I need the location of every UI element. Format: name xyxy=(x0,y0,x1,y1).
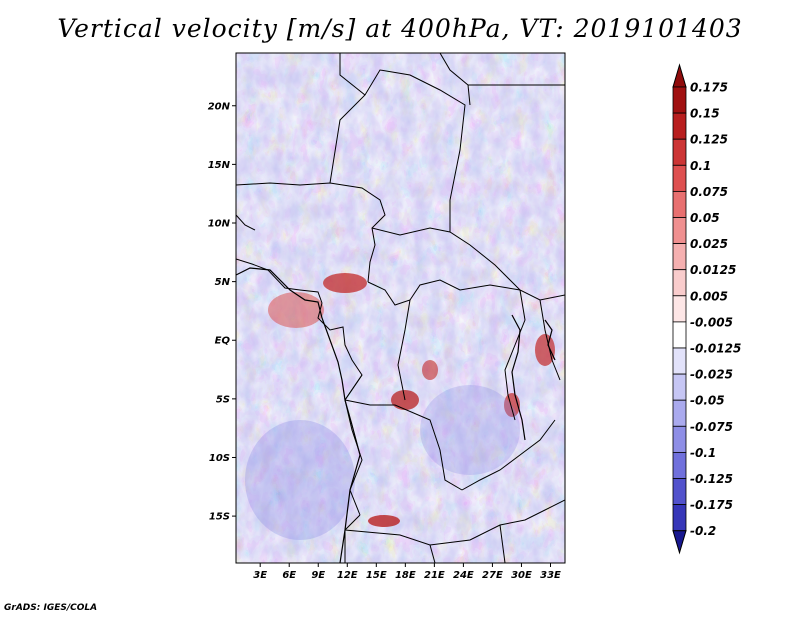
colorbar-label: 0.075 xyxy=(690,185,728,199)
colorbar-label: -0.1 xyxy=(690,446,716,460)
colorbar-swatch xyxy=(672,164,687,192)
lon-tick-label: 21E xyxy=(424,570,445,581)
colorbar-swatch xyxy=(672,217,687,245)
colorbar-label: -0.2 xyxy=(690,524,716,538)
ascent-cell xyxy=(368,515,400,527)
colorbar-label: -0.025 xyxy=(690,368,733,382)
ascent-cell xyxy=(268,292,324,328)
colorbar-swatch xyxy=(672,399,687,427)
colorbar-swatch xyxy=(672,425,687,453)
colorbar-label: 0.0125 xyxy=(690,263,736,277)
lon-tick-label: 9E xyxy=(311,570,325,581)
colorbar-label: 0.175 xyxy=(690,81,728,95)
lon-tick-label: 6E xyxy=(282,570,296,581)
subsidence-area xyxy=(245,420,355,540)
longitude-axis: 3E 6E 9E 12E 15E 18E 21E 24E 27E 30E 33E xyxy=(253,563,561,581)
subsidence-area xyxy=(420,385,520,475)
colorbar-label: 0.1 xyxy=(690,159,711,173)
lat-tick-label: 10N xyxy=(208,219,231,230)
lat-tick-label: 10S xyxy=(209,453,230,464)
colorbar-swatch xyxy=(672,190,687,218)
colorbar-swatch xyxy=(672,243,687,271)
ascent-cell xyxy=(535,334,555,366)
colorbar-label: -0.05 xyxy=(690,394,725,408)
grads-credit: GrADS: IGES/COLA xyxy=(4,603,98,613)
colorbar-swatch xyxy=(672,321,687,349)
colorbar-label: 0.125 xyxy=(690,133,728,147)
colorbar-label: -0.075 xyxy=(690,420,733,434)
colorbar-label: 0.05 xyxy=(690,211,720,225)
colorbar-label: -0.175 xyxy=(690,498,733,512)
lon-tick-label: 3E xyxy=(253,570,267,581)
colorbar-swatch xyxy=(672,451,687,479)
map-frame xyxy=(235,52,566,564)
colorbar-swatch xyxy=(672,138,687,166)
velocity-field xyxy=(236,53,565,563)
lon-tick-label: 12E xyxy=(337,570,358,581)
ascent-cell xyxy=(323,273,367,293)
colorbar-max-arrow xyxy=(672,63,687,88)
latitude-axis: 20N 15N 10N 5N EQ 5S 10S 15S xyxy=(208,101,236,523)
lon-tick-label: 27E xyxy=(482,570,503,581)
lon-tick-label: 24E xyxy=(453,570,474,581)
colorbar: 0.175 0.15 0.125 0.1 0.075 0.05 0.025 0.0125 0.0… xyxy=(672,63,741,555)
colorbar-swatch xyxy=(672,504,687,532)
lon-tick-label: 18E xyxy=(395,570,416,581)
colorbar-min-arrow xyxy=(672,530,687,555)
lat-tick-label: 15S xyxy=(209,512,230,523)
colorbar-swatch xyxy=(672,112,687,140)
colorbar-swatch xyxy=(672,295,687,323)
coastline xyxy=(236,267,556,563)
chart-title: Vertical velocity [m/s] at 400hPa, VT: 2… xyxy=(57,14,743,43)
colorbar-swatch xyxy=(672,347,687,375)
colorbar-label: -0.0125 xyxy=(690,342,741,356)
colorbar-label: -0.125 xyxy=(690,472,733,486)
colorbar-label: 0.025 xyxy=(690,237,728,251)
colorbar-label: 0.005 xyxy=(690,289,728,303)
colorbar-swatch xyxy=(672,269,687,297)
lat-tick-label: 15N xyxy=(208,160,231,171)
colorbar-swatch xyxy=(672,373,687,401)
lon-tick-label: 30E xyxy=(511,570,532,581)
lat-tick-label: 20N xyxy=(208,101,231,112)
colorbar-swatch xyxy=(672,86,687,114)
colorbar-label: 0.15 xyxy=(690,107,720,121)
lat-tick-label: EQ xyxy=(215,336,231,347)
lat-tick-label: 5S xyxy=(216,394,230,405)
lon-tick-label: 33E xyxy=(540,570,561,581)
lat-tick-label: 5N xyxy=(215,277,231,288)
colorbar-label: -0.005 xyxy=(690,315,733,329)
lon-tick-label: 15E xyxy=(366,570,387,581)
colorbar-swatch xyxy=(672,478,687,506)
ascent-cell xyxy=(422,360,438,380)
